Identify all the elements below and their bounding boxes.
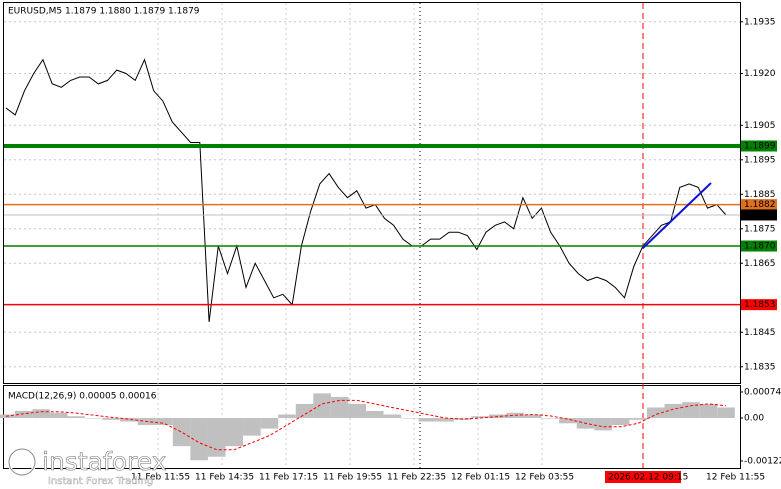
macd-bar — [471, 416, 489, 419]
macd-bar — [190, 418, 208, 461]
y-tick-label: 1.1865 — [744, 259, 776, 269]
level-label: 1.1870 — [744, 242, 776, 252]
level-label: 1.1882 — [744, 200, 776, 210]
cursor-label: 2026.02.12 09:15 — [608, 473, 688, 483]
macd-bar — [49, 412, 68, 419]
logo-icon-outline — [8, 448, 36, 476]
level-label: 1.1853 — [744, 300, 776, 310]
macd-bar — [611, 418, 630, 426]
level-label: 1.1899 — [744, 141, 776, 151]
macd-bar — [155, 418, 173, 426]
level-label: 1.1879 — [744, 210, 776, 220]
y-tick-label: 1.1920 — [744, 69, 776, 79]
macd-bar — [418, 418, 437, 422]
x-tick-label: 12 Feb 03:55 — [515, 473, 574, 483]
y-tick-label: 1.1845 — [744, 328, 776, 338]
macd-bar — [664, 403, 683, 419]
plot: 1.1935 1.1920 1.1905 1.1895 1.1885 1.1875 1.18… — [0, 3, 781, 483]
macd-bar — [348, 403, 366, 419]
macd-bar — [278, 414, 296, 419]
macd-bar — [646, 407, 665, 419]
macd-bar — [243, 418, 261, 436]
macd-frame — [3, 385, 741, 469]
macd-bar — [207, 418, 226, 457]
macd-bar — [541, 418, 560, 419]
macd-bar — [295, 403, 314, 419]
macd-bar — [172, 418, 191, 447]
chart-title: EURUSD,M5 1.1879 1.1880 1.1879 1.1879 — [8, 7, 200, 17]
y-tick-label: 0.00074 — [744, 387, 781, 397]
macd-bar — [383, 414, 402, 419]
level-label-bg — [741, 199, 777, 211]
macd-bar — [330, 396, 349, 419]
macd-bar — [14, 410, 33, 419]
y-tick-label: -0.00122 — [744, 456, 781, 466]
macd-bar — [313, 393, 331, 419]
macd-bar — [699, 403, 718, 419]
macd-bar — [67, 416, 86, 419]
signal-line — [5, 399, 727, 451]
y-tick-label: 1.1905 — [744, 121, 776, 131]
macd-bar — [559, 418, 577, 424]
x-tick-label: 11 Feb 17:15 — [259, 473, 318, 483]
logo: instaforex Instant Forex Trading — [7, 447, 167, 487]
y-tick-label: 1.1935 — [744, 17, 776, 27]
level-label-bg — [741, 299, 777, 311]
y-tick-label: 1.1835 — [744, 362, 776, 372]
x-tick-label: 12 Feb 11:55 — [706, 473, 765, 483]
macd-bar — [717, 407, 735, 419]
x-tick-label: 11 Feb 22:35 — [387, 473, 446, 483]
x-tick-label: 11 Feb 11:55 — [131, 473, 190, 483]
macd-bar — [225, 418, 244, 447]
x-tick-label: 11 Feb 19:55 — [323, 473, 382, 483]
logo-text: instaforex — [42, 447, 167, 476]
macd-bar — [401, 418, 419, 419]
macd-title: MACD(12,26,9) 0.00005 0.00016 — [8, 392, 157, 402]
level-label-bg — [741, 240, 777, 252]
y-tick-label: 1.1885 — [744, 190, 776, 200]
cursor-label-bg — [605, 471, 681, 483]
x-tick-label: 12 Feb 01:15 — [451, 473, 510, 483]
macd-bar — [682, 402, 700, 419]
macd-bar — [436, 418, 454, 422]
macd-bar — [260, 418, 279, 429]
logo-tagline: Instant Forex Trading — [48, 476, 153, 487]
macd-bar — [629, 418, 647, 420]
x-tick-label: 11 Feb 14:35 — [195, 473, 254, 483]
level-label-bg — [741, 140, 777, 152]
y-tick-label: 0.00 — [744, 414, 764, 424]
macd-bar — [366, 410, 384, 419]
macd-bar — [102, 418, 121, 420]
y-tick-label: 1.1875 — [744, 224, 776, 234]
trend-line — [642, 182, 712, 249]
macd-bar — [120, 418, 138, 422]
macd-bar — [524, 414, 542, 419]
main-frame — [3, 2, 741, 384]
macd-bar — [85, 418, 103, 419]
price-line — [5, 58, 727, 322]
level-label-bg — [741, 209, 777, 221]
macd-bar — [32, 409, 50, 419]
y-tick-label: 1.1895 — [744, 155, 776, 165]
macd-bar — [594, 418, 612, 431]
